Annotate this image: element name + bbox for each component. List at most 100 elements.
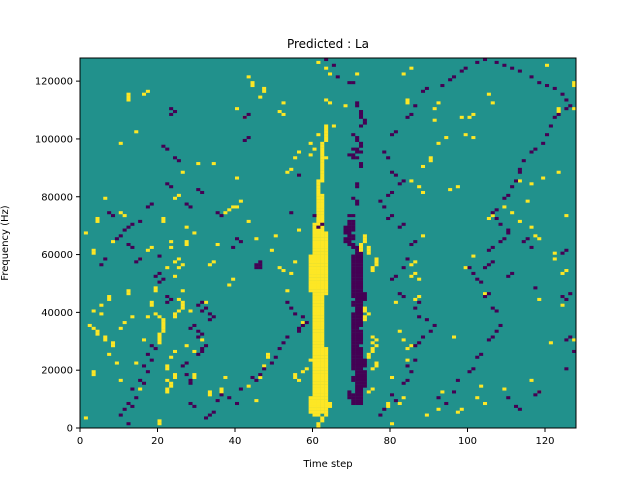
heatmap-cell: [490, 214, 495, 218]
heatmap-cell: [560, 295, 565, 299]
heatmap-cell: [308, 271, 313, 275]
heatmap-cell: [359, 338, 364, 342]
heatmap-cell: [192, 231, 197, 235]
heatmap-cell: [223, 375, 228, 380]
heatmap-cell: [176, 193, 181, 197]
heatmap-cell: [467, 115, 472, 119]
heatmap-cell: [316, 222, 321, 226]
heatmap-cell: [312, 364, 317, 368]
heatmap-cell: [351, 292, 356, 296]
heatmap-cell: [545, 63, 550, 67]
heatmap-cell: [494, 309, 499, 313]
heatmap-cell: [312, 329, 317, 333]
heatmap-cell: [180, 303, 185, 307]
heatmap-cell: [347, 234, 352, 238]
heatmap-cell: [308, 283, 313, 287]
heatmap-cell: [320, 269, 325, 273]
heatmap-cell: [320, 329, 325, 333]
heatmap-cell: [316, 182, 321, 186]
heatmap-cell: [215, 211, 220, 215]
heatmap-cell: [355, 344, 360, 348]
heatmap-cell: [130, 245, 135, 249]
heatmap-cell: [320, 237, 325, 241]
heatmap-cell: [545, 133, 550, 137]
heatmap-cell: [316, 407, 321, 411]
heatmap-cell: [312, 387, 317, 391]
heatmap-cell: [483, 266, 488, 270]
heatmap-cell: [320, 193, 325, 197]
heatmap-cell: [207, 263, 212, 267]
heatmap-cell: [324, 260, 329, 264]
heatmap-cell: [355, 266, 360, 270]
heatmap-cell: [83, 416, 88, 420]
heatmap-cell: [316, 133, 321, 137]
heatmap-cell: [409, 179, 414, 183]
heatmap-cell: [308, 358, 313, 362]
heatmap-cell: [308, 401, 313, 406]
heatmap-cell: [355, 378, 360, 382]
heatmap-cell: [99, 263, 104, 267]
heatmap-cell: [359, 300, 364, 304]
heatmap-cell: [486, 292, 491, 296]
heatmap-cell: [351, 332, 356, 336]
heatmap-cell: [397, 182, 402, 186]
heatmap-cell: [362, 318, 367, 322]
heatmap-cell: [316, 375, 321, 380]
heatmap-cell: [184, 243, 189, 247]
heatmap-cell: [320, 179, 325, 183]
heatmap-cell: [262, 86, 267, 90]
heatmap-cell: [320, 219, 325, 223]
heatmap-cell: [165, 364, 170, 368]
heatmap-cell: [320, 367, 325, 371]
heatmap-cell: [138, 378, 143, 382]
heatmap-cell: [153, 289, 158, 293]
heatmap-cell: [529, 225, 534, 229]
heatmap-cell: [316, 179, 321, 183]
heatmap-cell: [320, 170, 325, 174]
heatmap-cell: [397, 329, 402, 333]
x-tick-label: 40: [229, 436, 242, 447]
heatmap-cell: [359, 396, 364, 400]
heatmap-cell: [91, 326, 96, 330]
heatmap-cell: [87, 323, 92, 327]
heatmap-cell: [200, 338, 205, 342]
heatmap-cell: [312, 251, 317, 255]
heatmap-cell: [308, 396, 313, 400]
heatmap-cell: [134, 361, 139, 365]
heatmap-cell: [351, 300, 356, 304]
heatmap-cell: [517, 167, 522, 171]
heatmap-cell: [351, 367, 356, 371]
heatmap-cell: [351, 257, 356, 261]
heatmap-cell: [269, 248, 274, 252]
heatmap-cell: [378, 413, 383, 417]
heatmap-cell: [312, 269, 317, 273]
heatmap-cell: [374, 263, 379, 267]
heatmap-cell: [219, 390, 224, 394]
heatmap-cell: [316, 185, 321, 189]
x-axis: 0 20 40 60 80 100 120: [77, 428, 555, 447]
heatmap-cell: [359, 263, 364, 267]
heatmap-cell: [324, 136, 329, 140]
heatmap-cell: [355, 271, 360, 275]
heatmap-cell: [320, 251, 325, 255]
heatmap-cell: [351, 349, 356, 353]
heatmap-cell: [401, 72, 406, 76]
heatmap-cell: [564, 107, 569, 111]
heatmap-cell: [483, 58, 488, 62]
heatmap-cell: [320, 240, 325, 244]
heatmap-cell: [548, 124, 553, 128]
heatmap-cell: [169, 112, 174, 116]
heatmap-cell: [564, 367, 569, 371]
heatmap-cell: [293, 375, 298, 380]
heatmap-cell: [324, 373, 329, 377]
heatmap-cell: [231, 277, 236, 281]
heatmap-cell: [192, 349, 197, 353]
heatmap-cell: [320, 286, 325, 290]
heatmap-cell: [320, 257, 325, 261]
heatmap-cell: [95, 329, 100, 333]
heatmap-cell: [386, 404, 391, 408]
heatmap-cell: [157, 254, 162, 258]
heatmap-cell: [355, 136, 360, 140]
heatmap-cell: [370, 387, 375, 391]
heatmap-cell: [351, 225, 356, 229]
